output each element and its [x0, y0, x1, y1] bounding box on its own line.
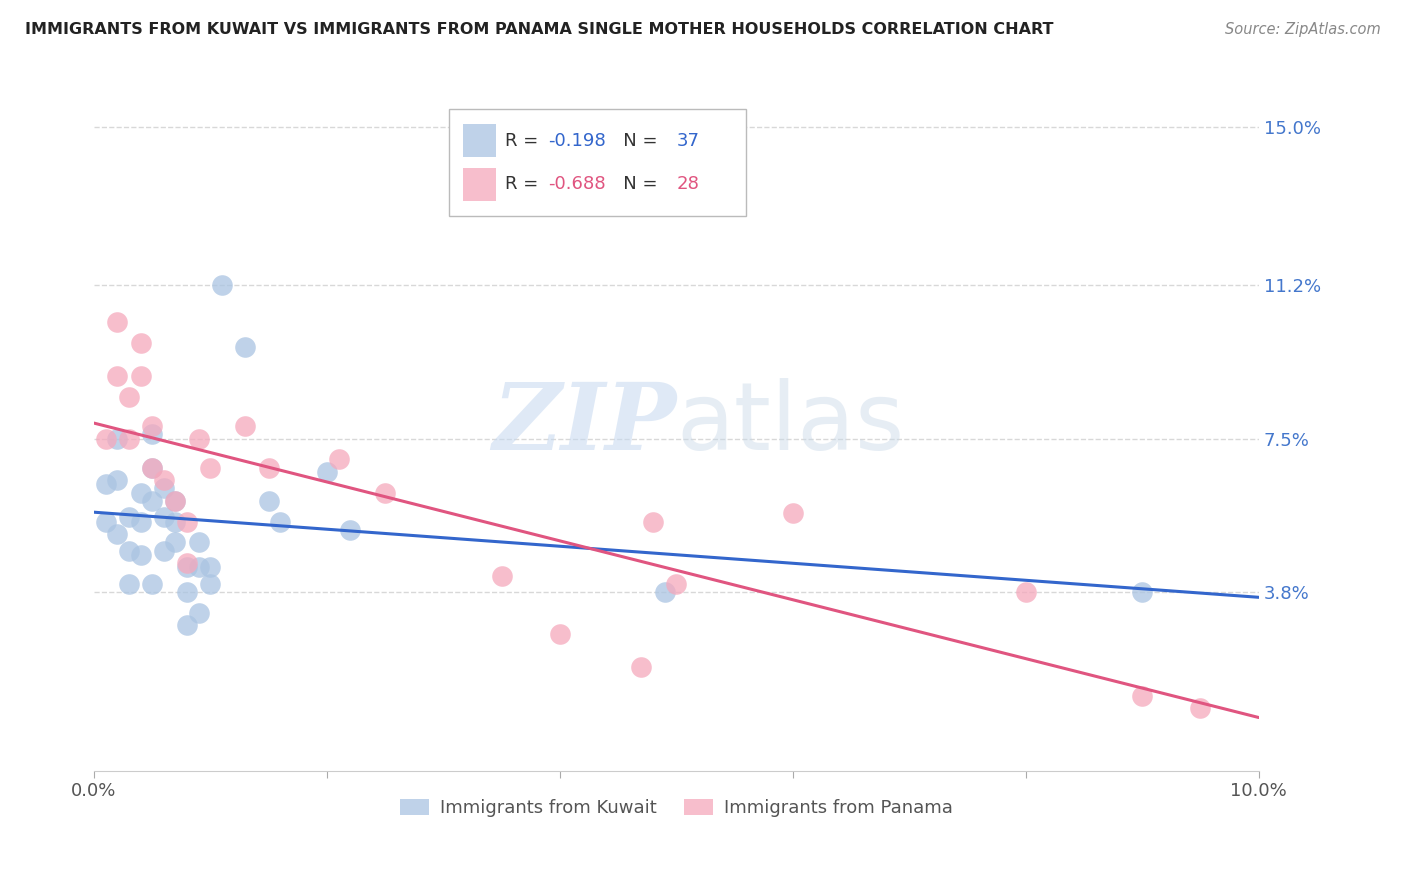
Point	[94, 477, 117, 491]
Point	[1189, 701, 1212, 715]
Point	[118, 543, 141, 558]
Point	[141, 460, 163, 475]
Point	[187, 606, 209, 620]
Point	[118, 510, 141, 524]
Point	[165, 494, 187, 508]
Text: IMMIGRANTS FROM KUWAIT VS IMMIGRANTS FROM PANAMA SINGLE MOTHER HOUSEHOLDS CORREL: IMMIGRANTS FROM KUWAIT VS IMMIGRANTS FRO…	[25, 22, 1054, 37]
Text: N =: N =	[606, 131, 664, 150]
Point	[165, 494, 187, 508]
Point	[153, 473, 176, 487]
Point	[141, 460, 163, 475]
Point	[200, 460, 222, 475]
Point	[165, 515, 187, 529]
Point	[153, 482, 176, 496]
Point	[257, 460, 280, 475]
Point	[118, 432, 141, 446]
Point	[187, 535, 209, 549]
Point	[328, 452, 350, 467]
Point	[176, 585, 198, 599]
Point	[1130, 689, 1153, 703]
Point	[176, 515, 198, 529]
Point	[153, 543, 176, 558]
Point	[153, 510, 176, 524]
FancyBboxPatch shape	[463, 168, 496, 201]
Point	[548, 626, 571, 640]
Point	[315, 465, 337, 479]
Point	[165, 535, 187, 549]
Point	[141, 419, 163, 434]
Text: Source: ZipAtlas.com: Source: ZipAtlas.com	[1225, 22, 1381, 37]
Point	[105, 315, 128, 329]
Point	[339, 523, 361, 537]
Point	[176, 618, 198, 632]
Point	[118, 390, 141, 404]
Text: R =: R =	[505, 175, 544, 194]
Point	[374, 485, 396, 500]
FancyBboxPatch shape	[449, 109, 747, 216]
Text: N =: N =	[606, 175, 664, 194]
Point	[211, 278, 233, 293]
Point	[129, 485, 152, 500]
Point	[235, 340, 257, 354]
Point	[176, 556, 198, 570]
Point	[176, 560, 198, 574]
Text: 28: 28	[676, 175, 699, 194]
Point	[187, 560, 209, 574]
Point	[491, 568, 513, 582]
Text: R =: R =	[505, 131, 544, 150]
Point	[269, 515, 291, 529]
Point	[200, 577, 222, 591]
Text: atlas: atlas	[676, 378, 904, 470]
Point	[1015, 585, 1038, 599]
Point	[141, 427, 163, 442]
Point	[105, 473, 128, 487]
Point	[235, 419, 257, 434]
Point	[141, 577, 163, 591]
Legend: Immigrants from Kuwait, Immigrants from Panama: Immigrants from Kuwait, Immigrants from …	[394, 791, 960, 824]
Text: -0.688: -0.688	[548, 175, 606, 194]
Point	[641, 515, 664, 529]
FancyBboxPatch shape	[463, 124, 496, 157]
Point	[129, 369, 152, 384]
Point	[105, 527, 128, 541]
Point	[187, 432, 209, 446]
Point	[1130, 585, 1153, 599]
Point	[94, 515, 117, 529]
Point	[654, 585, 676, 599]
Point	[94, 432, 117, 446]
Point	[630, 660, 652, 674]
Point	[129, 336, 152, 351]
Point	[118, 577, 141, 591]
Text: -0.198: -0.198	[548, 131, 606, 150]
Point	[129, 548, 152, 562]
Text: 37: 37	[676, 131, 699, 150]
Point	[665, 577, 688, 591]
Point	[141, 494, 163, 508]
Text: ZIP: ZIP	[492, 379, 676, 469]
Point	[129, 515, 152, 529]
Point	[105, 432, 128, 446]
Point	[200, 560, 222, 574]
Point	[257, 494, 280, 508]
Point	[105, 369, 128, 384]
Point	[782, 506, 804, 520]
